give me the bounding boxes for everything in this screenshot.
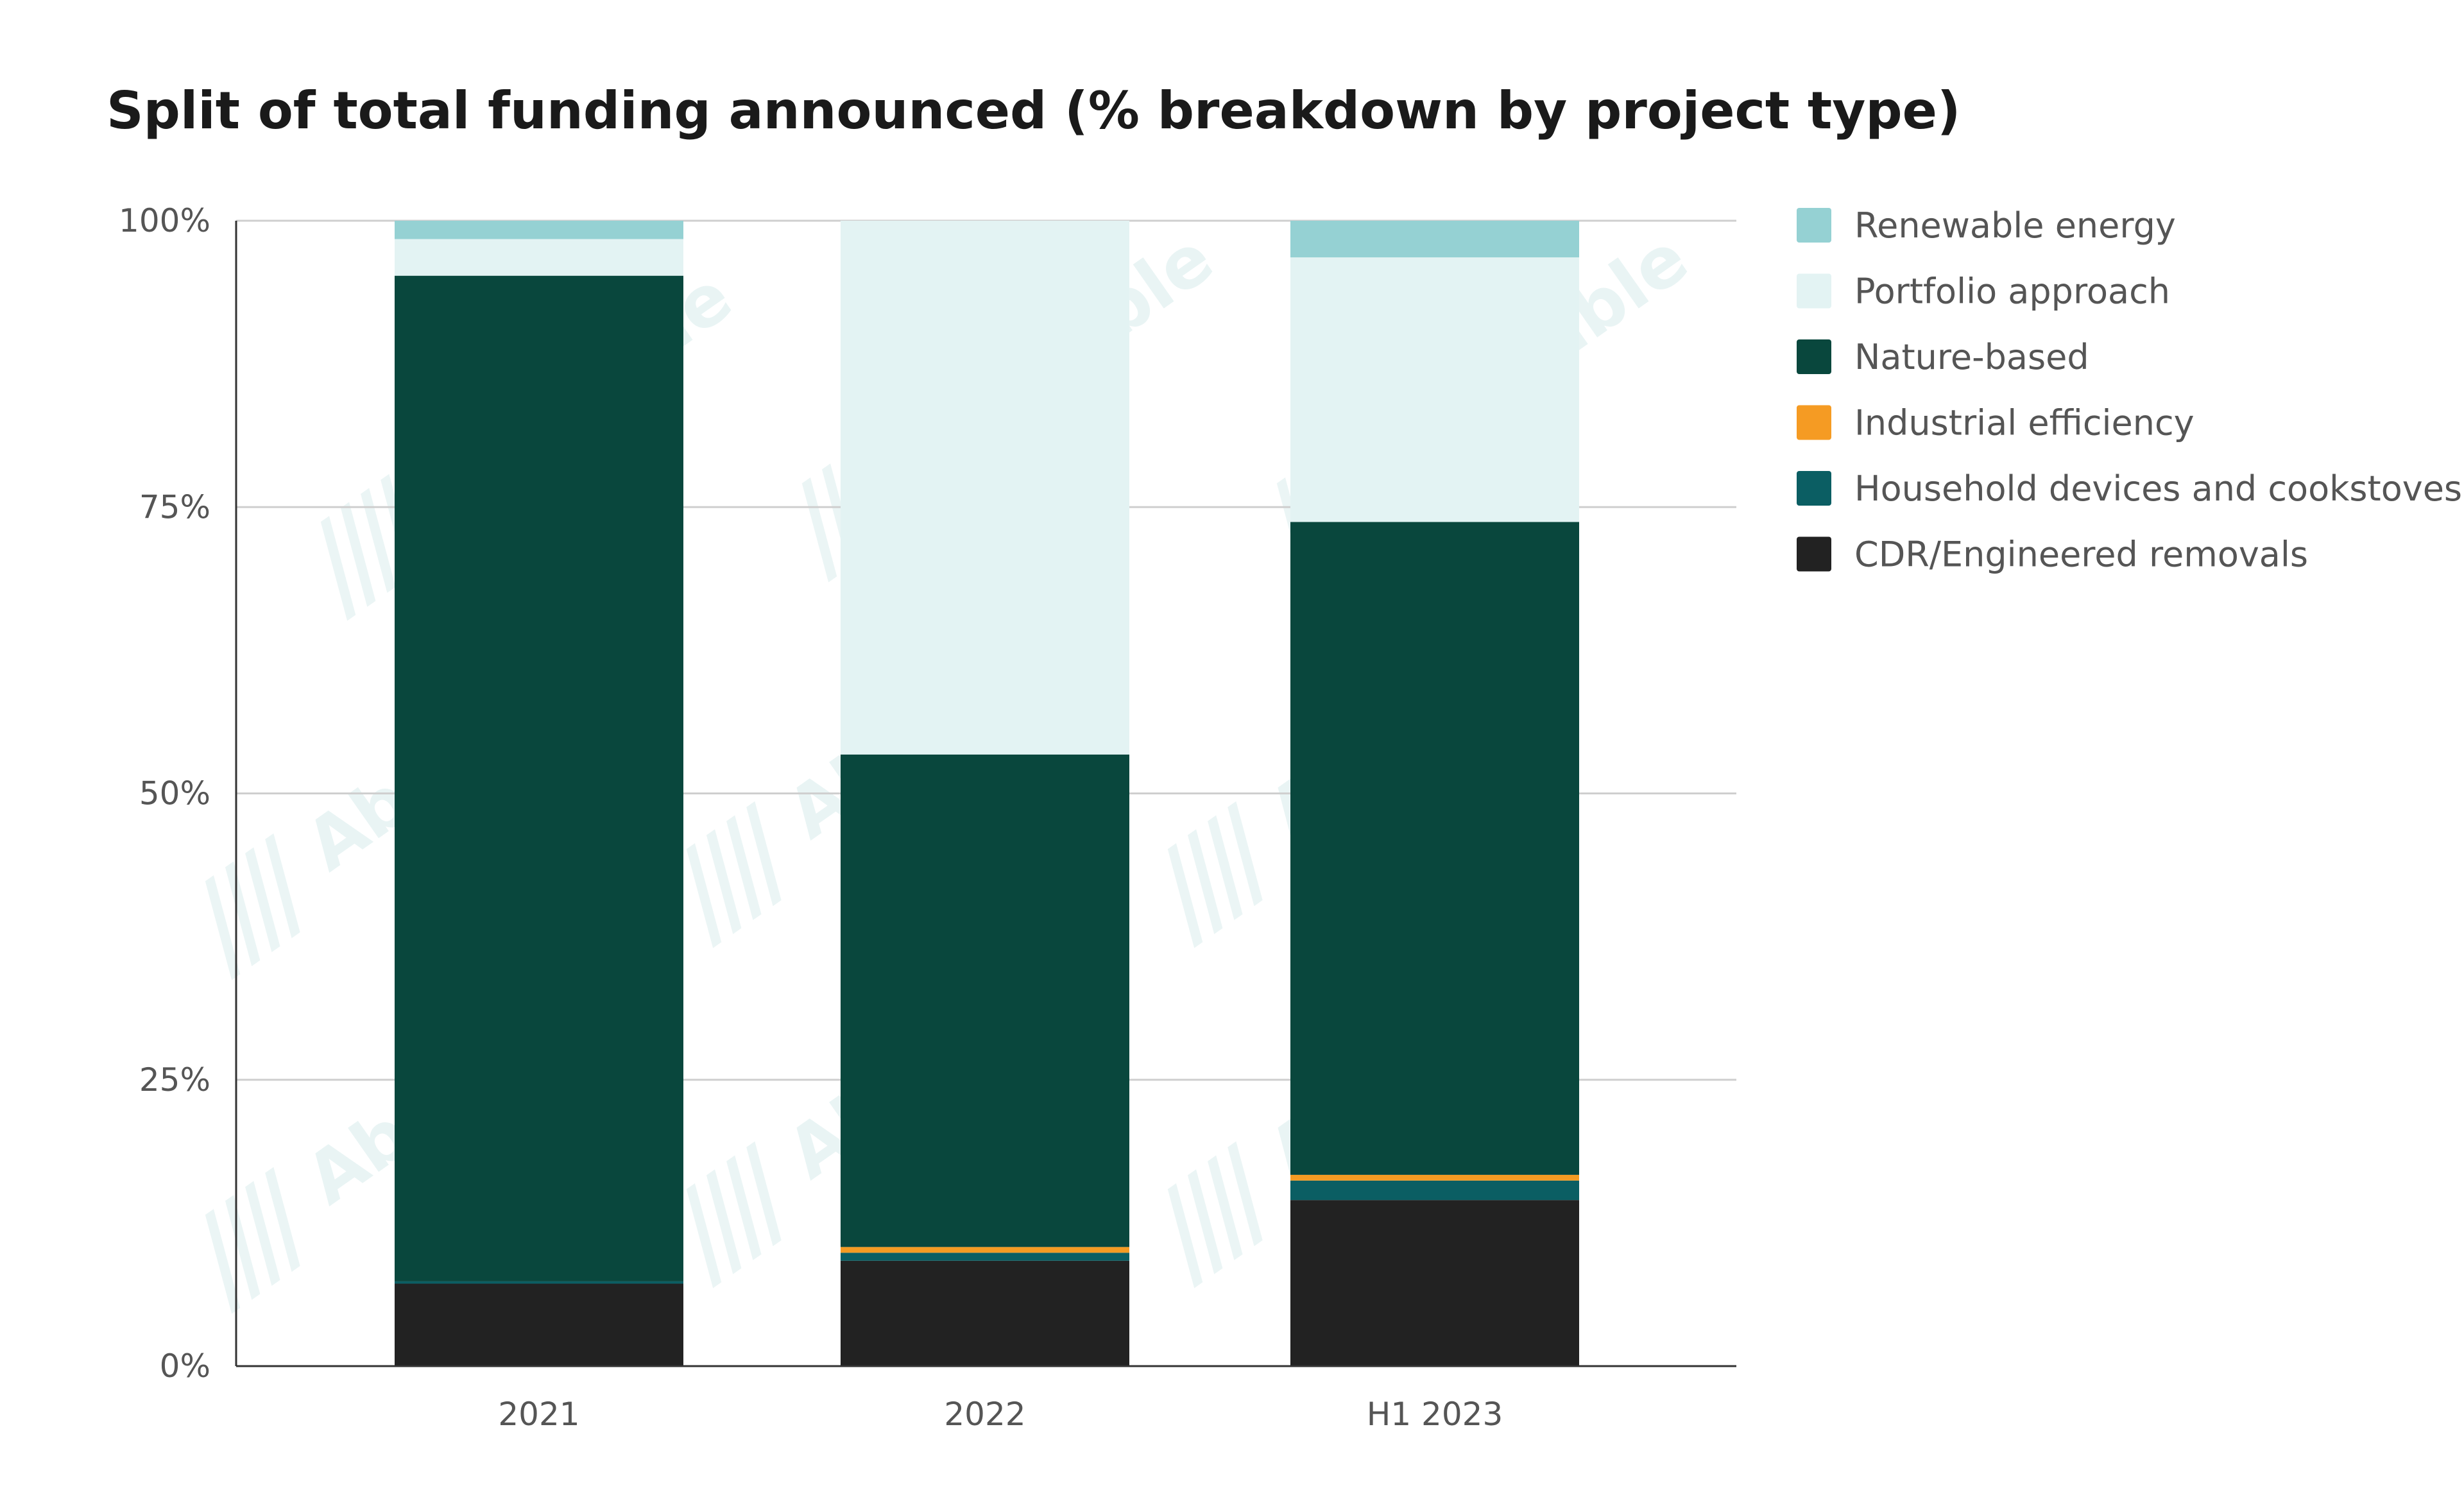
watermark-stripe <box>205 875 241 980</box>
bar-stack <box>395 221 683 1366</box>
watermark-stripe <box>686 843 722 948</box>
x-tick-label: 2022 <box>944 1396 1025 1433</box>
watermark-stripe <box>265 833 300 939</box>
watermark-stripe <box>340 502 376 607</box>
bar-segment <box>1290 257 1579 522</box>
bar-stack <box>1290 221 1579 1366</box>
legend-swatch <box>1797 471 1831 506</box>
legend-item: Portfolio approach <box>1797 271 2170 312</box>
legend-item: Industrial efficiency <box>1797 403 2194 443</box>
legend-item: CDR/Engineered removals <box>1797 535 2308 575</box>
watermark-stripe <box>225 1195 261 1300</box>
legend-item: Renewable energy <box>1797 205 2176 246</box>
legend-swatch <box>1797 339 1831 374</box>
watermark-stripe <box>1208 1155 1243 1260</box>
watermark-stripe <box>1228 1141 1263 1247</box>
watermark-stripe <box>1187 1169 1223 1274</box>
bar-segment <box>1290 1180 1579 1201</box>
watermark-stripe <box>1208 815 1243 920</box>
legend-swatch <box>1797 273 1831 309</box>
watermark-stripe <box>746 801 782 907</box>
legend-label: Industrial efficiency <box>1854 403 2194 443</box>
bar-segment <box>395 275 683 1281</box>
legend-label: CDR/Engineered removals <box>1854 535 2308 575</box>
y-tick-label: 75% <box>139 488 210 526</box>
bar-segment <box>841 221 1129 755</box>
legend-swatch <box>1797 536 1831 572</box>
watermark-stripe <box>245 1181 280 1286</box>
watermark-stripe <box>801 477 837 583</box>
y-tick-label: 100% <box>119 202 210 239</box>
bar-segment <box>395 1283 683 1366</box>
chart-title: Split of total funding announced (% brea… <box>107 81 1961 141</box>
bars <box>395 221 1579 1366</box>
watermark-stripe <box>361 488 396 593</box>
legend-label: Nature-based <box>1854 337 2089 377</box>
bar-segment <box>1290 221 1579 258</box>
watermark-stripe <box>1167 1183 1203 1288</box>
legend-label: Portfolio approach <box>1854 271 2170 312</box>
watermark-stripe <box>726 815 762 920</box>
y-tick-label: 0% <box>160 1348 210 1385</box>
bar-segment <box>1290 522 1579 1175</box>
watermark-stripe <box>320 516 356 621</box>
bar-stack <box>841 221 1129 1366</box>
watermark-stripe <box>746 1141 782 1247</box>
bar-segment <box>841 1247 1129 1253</box>
legend-item: Household devices and cookstoves <box>1797 468 2462 509</box>
watermark-stripe <box>245 847 280 952</box>
watermark-stripe <box>205 1209 241 1314</box>
legend-item: Nature-based <box>1797 337 2089 377</box>
y-tick-label: 25% <box>139 1061 210 1099</box>
bar-segment <box>395 1281 683 1284</box>
legend-label: Household devices and cookstoves <box>1854 468 2462 509</box>
watermark-stripe <box>265 1167 300 1272</box>
bar-segment <box>841 1260 1129 1366</box>
legend-label: Renewable energy <box>1854 205 2176 246</box>
y-tick-label: 50% <box>139 775 210 812</box>
legend-swatch <box>1797 208 1831 243</box>
watermark-stripe <box>706 829 742 934</box>
bar-segment <box>841 1253 1129 1261</box>
watermark-stripe <box>686 1183 722 1288</box>
watermark-stripe <box>225 861 261 966</box>
bar-segment <box>1290 1174 1579 1181</box>
bar-segment <box>841 754 1129 1247</box>
bar-segment <box>395 239 683 276</box>
legend: Renewable energy Portfolio approach Nature… <box>1797 205 2462 575</box>
axes: 2021 2022 H1 2023 <box>235 221 1736 1433</box>
bar-segment <box>1290 1200 1579 1366</box>
legend-swatch <box>1797 405 1831 440</box>
watermark-stripe <box>726 1155 762 1260</box>
watermark-stripe <box>1187 829 1223 934</box>
watermark-stripe <box>1228 801 1263 907</box>
x-tick-label: 2021 <box>498 1396 579 1433</box>
bar-segment <box>395 221 683 239</box>
watermark-stripe <box>706 1169 742 1274</box>
x-tick-label: H1 2023 <box>1367 1396 1503 1433</box>
watermark-stripe <box>1167 843 1203 948</box>
